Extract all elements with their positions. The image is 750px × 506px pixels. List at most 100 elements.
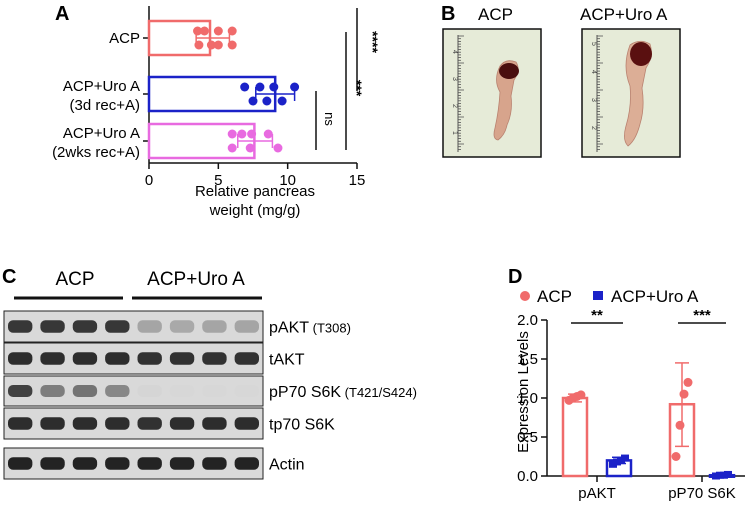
blot-band	[105, 457, 130, 470]
y-tick-label: 0.5	[517, 429, 538, 446]
sig-four-star: ****	[365, 31, 381, 53]
x-tick-label: 15	[349, 172, 366, 189]
band-label: pP70 S6K (T421/S424)	[269, 384, 417, 401]
panel-d-chart: 0.0 0.5 1.0 1.5 2.0 pAKT ** pP70 S6K ***	[517, 307, 745, 502]
blot-band	[202, 320, 227, 333]
svg-text:4: 4	[451, 50, 458, 54]
blot-band	[40, 385, 65, 397]
data-point	[213, 40, 223, 50]
blot-band	[40, 457, 65, 470]
data-point	[247, 129, 257, 139]
data-point	[621, 454, 629, 462]
blot-band	[72, 320, 98, 333]
sig-ns: ns	[322, 112, 337, 126]
x-tick-label: 0	[145, 172, 153, 189]
x-tick-label: pAKT	[578, 485, 616, 502]
photo-acp: 4 3 2 1	[442, 28, 542, 158]
legend-uro-label: ACP+Uro A	[611, 287, 699, 306]
blot-band	[137, 457, 162, 470]
svg-text:2: 2	[451, 104, 458, 108]
blot-band	[169, 417, 195, 430]
blot-band	[234, 417, 259, 430]
data-point	[199, 26, 209, 36]
blot-band	[40, 417, 65, 430]
legend-acp-label: ACP	[537, 287, 572, 306]
photo-left-label: ACP	[478, 5, 513, 24]
blot-band	[40, 352, 65, 365]
blot-band	[202, 385, 227, 397]
x-tick-label: 10	[279, 172, 296, 189]
sig-three-star: ***	[349, 80, 365, 97]
group-label: ACP+Uro A	[63, 125, 140, 142]
group-label: ACP	[109, 30, 140, 47]
western-blot: pAKT (T308) tAKT pP70 S6K (T421/S424) tp70 …	[3, 310, 417, 480]
panel-a-xlabel: Relative pancreas weight (mg/g)	[195, 183, 315, 219]
data-point	[255, 82, 265, 92]
data-point	[675, 420, 685, 430]
x-tick-label: pP70 S6K	[668, 485, 736, 502]
blot-band	[234, 352, 259, 365]
data-point	[206, 40, 216, 50]
blot-band	[169, 320, 195, 333]
blot-band	[137, 417, 162, 430]
data-point	[194, 40, 204, 50]
data-point	[193, 26, 203, 36]
blot-band	[234, 320, 259, 333]
data-point	[248, 96, 258, 106]
data-point	[213, 26, 223, 36]
band-label: pAKT (T308)	[269, 320, 351, 337]
data-point	[227, 129, 237, 139]
blot-group-acp-uro-a: ACP+Uro A	[147, 269, 245, 290]
blot-band	[8, 385, 33, 397]
blot-band	[40, 320, 65, 333]
blot-band	[169, 352, 195, 365]
svg-text:5: 5	[590, 42, 597, 46]
blot-band	[8, 320, 33, 333]
data-point	[227, 26, 237, 36]
photo-right-label: ACP+Uro A	[580, 5, 668, 24]
data-point	[269, 82, 279, 92]
panel-a-letter: A	[55, 3, 69, 25]
blot-band	[169, 385, 195, 397]
blot-band	[137, 352, 162, 365]
bar	[561, 396, 589, 478]
blot-band	[137, 385, 162, 397]
blot-band	[8, 417, 33, 430]
data-point	[273, 143, 283, 153]
data-point	[240, 82, 250, 92]
panel-b-letter: B	[441, 3, 455, 25]
blot-band	[169, 457, 195, 470]
data-point	[245, 143, 255, 153]
panel-a-xlabel-line2: weight (mg/g)	[209, 202, 301, 219]
blot-band	[72, 417, 98, 430]
y-tick-label: 1.0	[517, 390, 538, 407]
x-tick-label: 5	[214, 172, 222, 189]
blot-band	[137, 320, 162, 333]
panel-d-letter: D	[508, 266, 522, 288]
blot-band	[202, 417, 227, 430]
svg-text:4: 4	[590, 70, 597, 74]
svg-text:3: 3	[590, 98, 597, 102]
blot-band	[202, 457, 227, 470]
panel-a-xlabel-line1: Relative pancreas	[195, 183, 315, 200]
y-tick-label: 0.0	[517, 468, 538, 485]
y-tick-label: 1.5	[517, 351, 538, 368]
data-point	[263, 129, 273, 139]
blot-band	[72, 352, 98, 365]
svg-text:1: 1	[451, 131, 458, 135]
legend: ACP ACP+Uro A	[520, 287, 699, 306]
band-label: tp70 S6K	[269, 417, 335, 434]
group-label-sub: (3d rec+A)	[70, 97, 140, 114]
group-label-sub: (2wks rec+A)	[52, 144, 140, 161]
blot-band	[72, 457, 98, 470]
data-point	[724, 470, 732, 478]
svg-text:2: 2	[590, 126, 597, 130]
data-point	[262, 96, 272, 106]
data-point	[290, 82, 300, 92]
data-point	[237, 129, 247, 139]
sig-label: ***	[693, 307, 711, 324]
panel-a-chart: 0 5 10 15 ACP ACP+Uro A (3d rec+A) ACP+Uro A (2w…	[52, 6, 365, 189]
blot-band	[105, 417, 130, 430]
blot-band	[72, 385, 98, 397]
